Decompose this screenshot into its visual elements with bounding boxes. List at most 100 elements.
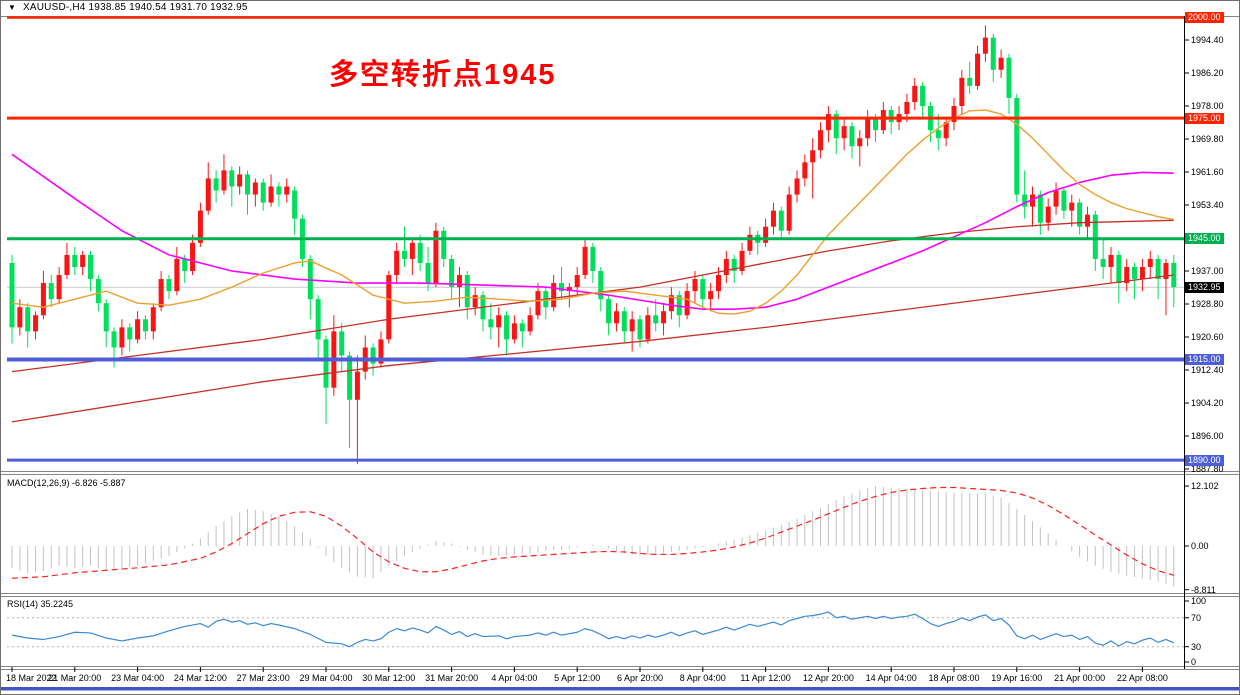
date-axis-label: 18 Mar 2022 xyxy=(6,673,57,683)
price-axis-tick: 1937.00 xyxy=(1191,266,1224,276)
candle-body xyxy=(661,311,667,324)
candle-body xyxy=(747,234,753,251)
candle-body xyxy=(637,319,643,340)
candle-body xyxy=(213,178,219,191)
candle-body xyxy=(770,210,776,227)
date-axis-label: 21 Apr 00:00 xyxy=(1054,673,1106,683)
candle-body xyxy=(252,182,258,195)
candle-body xyxy=(1163,262,1169,280)
price-axis-tick: 1978.00 xyxy=(1191,101,1224,111)
date-axis-label: 19 Apr 16:00 xyxy=(991,673,1043,683)
candle-body xyxy=(378,339,384,364)
candle-body xyxy=(260,182,266,203)
date-axis-label: 11 Apr 12:00 xyxy=(740,673,791,683)
date-axis-label: 21 Mar 20:00 xyxy=(48,673,102,683)
candle-body xyxy=(17,307,23,328)
candle-body xyxy=(716,275,721,292)
candle-body xyxy=(25,307,31,332)
candle-body xyxy=(841,126,847,139)
candle-body xyxy=(645,315,651,340)
price-badge-1890.00: 1890.00 xyxy=(1185,454,1224,466)
ma-magenta xyxy=(11,153,1174,311)
candle-body xyxy=(692,279,698,292)
candle-body xyxy=(496,315,502,328)
candle-body xyxy=(920,85,926,106)
candle-body xyxy=(1045,206,1051,223)
price-badge-1975.00: 1975.00 xyxy=(1185,112,1224,124)
candle-body xyxy=(975,53,981,86)
candle-body xyxy=(464,275,470,308)
candle-body xyxy=(95,279,101,304)
candle-body xyxy=(1124,266,1130,284)
price-axis-tick: 1969.80 xyxy=(1191,134,1224,144)
candle-body xyxy=(292,190,298,219)
candle-body xyxy=(1092,214,1098,259)
candle-body xyxy=(1061,190,1067,211)
date-axis-label: 23 Mar 04:00 xyxy=(111,673,165,683)
quote-bar: ▼ XAUUSD-,H4 1938.85 1940.54 1931.70 193… xyxy=(1,1,1239,15)
candle-body xyxy=(551,283,557,308)
candle-body xyxy=(959,77,965,106)
candle-body xyxy=(315,299,321,340)
candle-body xyxy=(488,319,494,328)
candle-body xyxy=(613,311,619,324)
candle-body xyxy=(1116,254,1122,284)
candle-body xyxy=(174,258,180,292)
candle-body xyxy=(888,110,894,123)
candle-body xyxy=(739,250,745,271)
candle-body xyxy=(1006,57,1012,98)
date-axis-label: 12 Apr 20:00 xyxy=(802,673,854,683)
date-axis-label: 27 Mar 23:00 xyxy=(236,673,290,683)
price-axis-tick: 1920.60 xyxy=(1191,332,1224,342)
candle-body xyxy=(276,186,282,195)
candle-body xyxy=(943,122,949,139)
candle-body xyxy=(127,327,133,340)
candle-body xyxy=(1069,202,1075,211)
candle-body xyxy=(111,331,117,348)
candle-body xyxy=(794,178,800,195)
candle-body xyxy=(684,291,690,316)
candle-body xyxy=(967,77,973,86)
candle-body xyxy=(354,371,360,400)
candle-body xyxy=(72,254,78,267)
candle-body xyxy=(150,307,156,332)
price-badge-2000.00: 2000.00 xyxy=(1185,11,1224,23)
price-axis-tick: 1986.20 xyxy=(1191,68,1224,78)
candle-body xyxy=(504,315,510,340)
price-axis-tick: 1961.60 xyxy=(1191,167,1224,177)
candle-body xyxy=(598,271,604,300)
rsi-line xyxy=(11,611,1175,648)
candle-body xyxy=(849,126,855,147)
candle-body xyxy=(205,178,211,211)
price-axis-tick: 1994.40 xyxy=(1191,35,1224,45)
candle-body xyxy=(535,291,541,316)
candle-body xyxy=(1014,97,1020,195)
candle-body xyxy=(1022,194,1028,207)
quote-ohlc-text: XAUUSD-,H4 1938.85 1940.54 1931.70 1932.… xyxy=(23,2,248,13)
candle-body xyxy=(912,85,918,102)
candle-body xyxy=(402,250,407,259)
candle-body xyxy=(449,258,455,288)
candle-body xyxy=(951,106,957,123)
candle-body xyxy=(873,118,878,131)
candle-body xyxy=(386,275,392,340)
collapse-triangle-icon[interactable]: ▼ xyxy=(8,3,16,12)
candle-body xyxy=(80,254,86,267)
macd-axis-tick: 0.00 xyxy=(1191,541,1209,551)
date-axis-label: 29 Mar 04:00 xyxy=(299,673,353,683)
rsi-axis-tick: 100 xyxy=(1191,596,1207,606)
rsi-axis-tick: 30 xyxy=(1191,641,1202,652)
candle-body xyxy=(1132,266,1138,280)
candle-body xyxy=(880,110,886,131)
candle-body xyxy=(56,275,62,300)
candle-body xyxy=(33,315,39,332)
candle-body xyxy=(833,114,839,139)
rsi-axis-tick: 70 xyxy=(1191,612,1202,623)
rsi-axis-tick: 0 xyxy=(1191,657,1197,667)
date-axis-label: 5 Apr 12:00 xyxy=(554,673,601,683)
candle-body xyxy=(409,242,415,259)
candle-body xyxy=(574,275,580,288)
candle-body xyxy=(394,250,400,276)
date-axis-label: 14 Apr 04:00 xyxy=(865,673,917,683)
